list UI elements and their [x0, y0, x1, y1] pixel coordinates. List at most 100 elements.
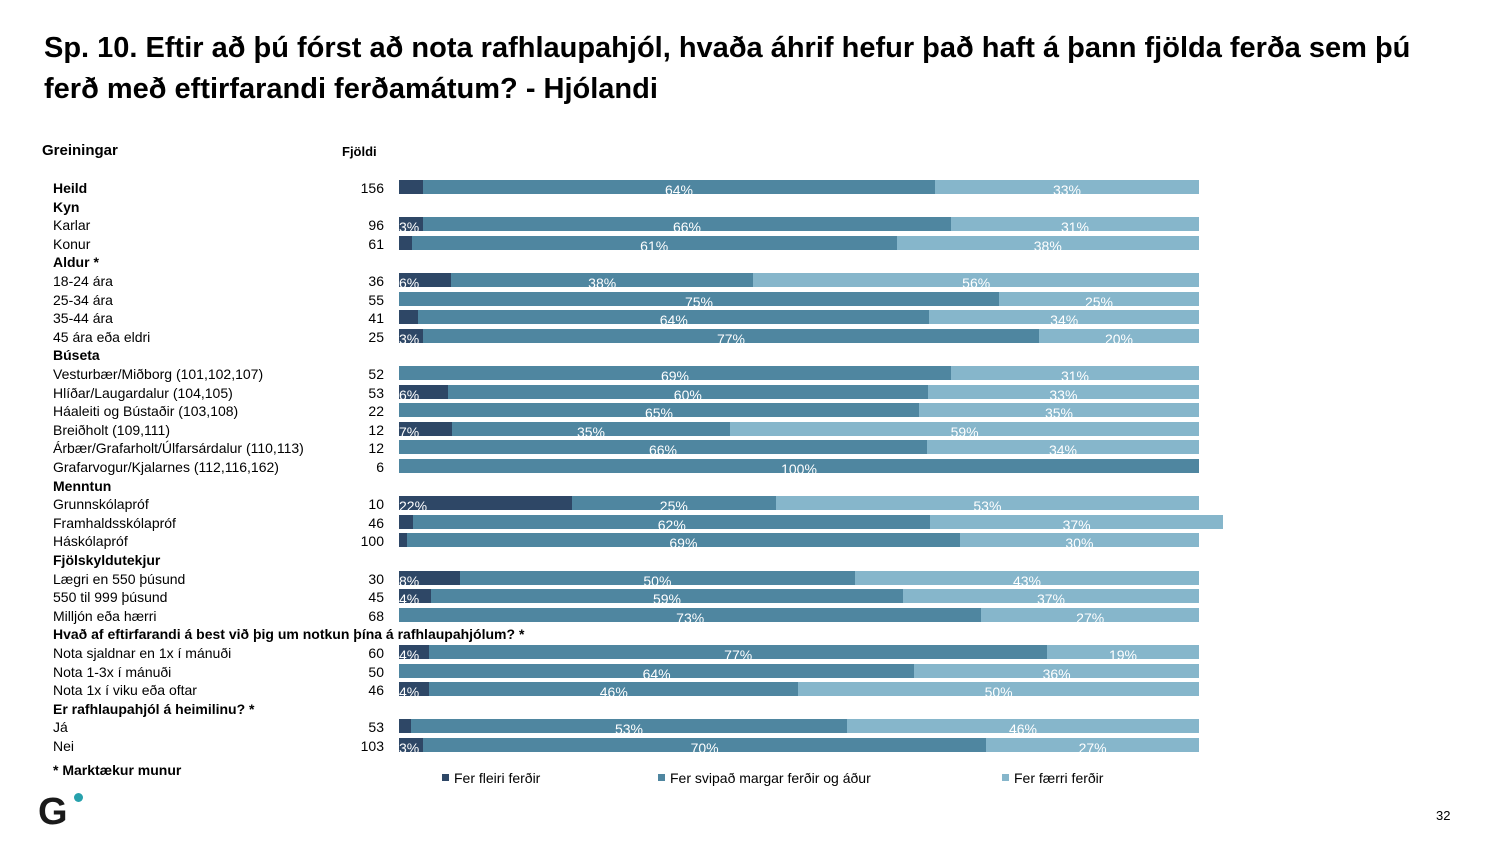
bar-segment-faerri: 30%: [959, 533, 1199, 548]
bar-segment-fleiri: 3%: [399, 328, 423, 343]
bar-segment-svipad: 64%: [418, 310, 930, 325]
chart-row: Milljón eða hærri 68 73% 27%: [0, 607, 1500, 625]
row-count: 61: [368, 235, 384, 252]
stacked-bar: 3% 70% 27%: [399, 738, 1199, 752]
bar-segment-faerri: 25%: [999, 291, 1199, 306]
group-header-label: Kyn: [53, 198, 80, 215]
row-label: Konur: [53, 235, 91, 252]
stacked-bar: 73% 27%: [399, 607, 1199, 622]
bar-segment-svipad: 77%: [423, 328, 1039, 343]
row-label: Hlíðar/Laugardalur (104,105): [53, 384, 233, 401]
bar-segment-svipad: 38%: [451, 273, 754, 287]
stacked-bar: 69% 31%: [399, 366, 1199, 380]
bar-segment-faerri: 56%: [753, 273, 1199, 287]
row-count: 10: [368, 496, 384, 513]
row-count: 60: [368, 645, 384, 661]
group-header-row: Aldur *: [0, 253, 1500, 271]
row-count: 53: [368, 719, 384, 736]
row-label: Karlar: [53, 217, 91, 234]
bar-segment-svipad: 100%: [399, 459, 1199, 473]
bar-segment-svipad: 53%: [411, 719, 847, 734]
bar-segment-fleiri: [399, 719, 411, 734]
legend-label-fleiri: Fer fleiri ferðir: [454, 770, 541, 786]
legend-label-svipad: Fer svipað margar ferðir og áður: [670, 770, 871, 786]
chart-row: 18-24 ára 36 6% 38% 56%: [0, 272, 1500, 290]
stacked-bar: 62% 37%: [399, 514, 1223, 529]
row-count: 12: [368, 421, 384, 438]
row-label: Vesturbær/Miðborg (101,102,107): [53, 366, 264, 382]
bar-segment-faerri: 37%: [903, 589, 1199, 604]
stacked-bar: 22% 25% 53%: [399, 496, 1199, 511]
chart-row: Hlíðar/Laugardalur (104,105) 53 6% 60% 33%: [0, 384, 1500, 402]
bar-segment-faerri: 19%: [1047, 645, 1199, 659]
count-header: Fjöldi: [342, 144, 377, 159]
stacked-bar: 7% 35% 59%: [399, 421, 1199, 436]
stacked-bar: 75% 25%: [399, 291, 1199, 306]
row-count: 30: [368, 570, 384, 587]
bar-segment-svipad: 35%: [451, 421, 731, 436]
chart-row: Vesturbær/Miðborg (101,102,107) 52 69% 31%: [0, 365, 1500, 383]
row-label: 550 til 999 þúsund: [53, 589, 168, 606]
row-label: Árbær/Grafarholt/Úlfarsárdalur (110,113): [53, 440, 304, 457]
bar-segment-fleiri: [399, 514, 414, 529]
bar-segment-faerri: 27%: [981, 607, 1199, 622]
group-header-label: Menntun: [53, 477, 112, 494]
bar-segment-faerri: 38%: [896, 235, 1199, 250]
logo-dot-icon: [74, 793, 83, 802]
chart-row: 45 ára eða eldri 25 3% 77% 20%: [0, 328, 1500, 346]
row-count: 36: [368, 273, 384, 289]
bar-segment-faerri: 31%: [951, 217, 1199, 232]
row-label: Milljón eða hærri: [53, 607, 157, 624]
row-label: 25-34 ára: [53, 291, 113, 308]
bar-segment-faerri: 27%: [986, 738, 1199, 752]
row-count: 50: [368, 663, 384, 680]
stacked-bar: 3% 77% 20%: [399, 328, 1199, 343]
bar-segment-svipad: 73%: [399, 607, 982, 622]
bar-segment-faerri: 43%: [855, 570, 1199, 585]
chart-row: Karlar 96 3% 66% 31%: [0, 216, 1500, 234]
group-header-label: Hvað af eftirfarandi á best við þig um n…: [53, 626, 525, 643]
bar-segment-svipad: 70%: [423, 738, 987, 752]
stacked-bar: 69% 30%: [399, 533, 1199, 548]
row-count: 12: [368, 440, 384, 457]
row-count: 55: [368, 291, 384, 308]
stacked-bar: 53% 46%: [399, 719, 1199, 734]
bar-segment-fleiri: 4%: [399, 589, 431, 604]
group-header-label: Búseta: [53, 347, 100, 364]
stacked-bar: 4% 77% 19%: [399, 645, 1199, 659]
row-label: Breiðholt (109,111): [53, 421, 170, 438]
bar-segment-fleiri: [399, 235, 412, 250]
chart-row: Breiðholt (109,111) 12 7% 35% 59%: [0, 421, 1500, 439]
chart-row: Grafarvogur/Kjalarnes (112,116,162) 6 100%: [0, 458, 1500, 476]
stacked-bar: 100%: [399, 459, 1199, 473]
bar-segment-fleiri: 6%: [399, 273, 451, 287]
legend-label-faerri: Fer færri ferðir: [1014, 770, 1104, 786]
row-count: 100: [360, 533, 384, 550]
stacked-bar: 66% 34%: [399, 440, 1199, 455]
stacked-bar: 64% 36%: [399, 663, 1199, 678]
groups-header: Greiningar: [42, 142, 118, 159]
bar-segment-faerri: 34%: [927, 440, 1199, 455]
bar-segment-fleiri: [399, 310, 419, 325]
stacked-bar: 64% 33%: [399, 180, 1199, 194]
footnote: * Marktækur munur: [53, 762, 182, 778]
group-header-row: Búseta: [0, 346, 1500, 364]
stacked-bar: 64% 34%: [399, 310, 1199, 325]
bar-segment-fleiri: 8%: [399, 570, 460, 585]
row-count: 156: [360, 180, 384, 196]
bar-segment-svipad: 46%: [429, 682, 799, 697]
bar-segment-svipad: 77%: [429, 645, 1047, 659]
chart-row: Lægri en 550 þúsund 30 8% 50% 43%: [0, 570, 1500, 588]
bar-segment-svipad: 64%: [423, 180, 935, 194]
row-count: 22: [368, 403, 384, 420]
group-header-row: Kyn: [0, 198, 1500, 216]
chart-row: Háskólapróf 100 69% 30%: [0, 532, 1500, 550]
bar-segment-fleiri: 4%: [399, 682, 430, 697]
row-label: Já: [53, 719, 68, 736]
legend-swatch-faerri: [1002, 774, 1009, 781]
row-label: Lægri en 550 þúsund: [53, 570, 186, 587]
row-label: 18-24 ára: [53, 273, 113, 289]
bar-segment-fleiri: 6%: [399, 384, 448, 399]
page-number: 32: [1436, 808, 1451, 823]
chart-row: Nota 1-3x í mánuði 50 64% 36%: [0, 663, 1500, 681]
